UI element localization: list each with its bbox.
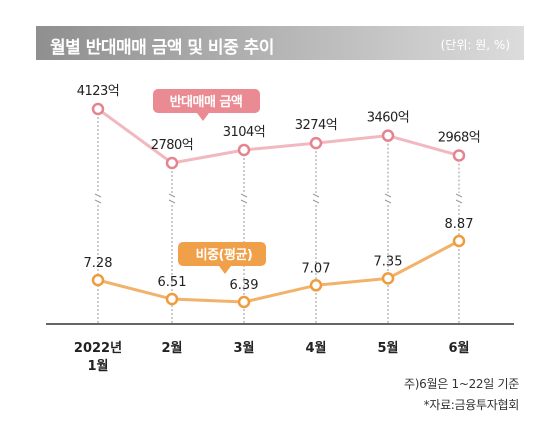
ratio-data-label: 6.39 bbox=[230, 278, 259, 293]
amount-point bbox=[237, 143, 251, 157]
amount-point bbox=[165, 156, 179, 170]
series-line-ratio bbox=[97, 239, 460, 304]
ratio-data-label: 6.51 bbox=[158, 275, 187, 290]
series-line-amount bbox=[97, 107, 460, 165]
amount-point bbox=[381, 129, 395, 142]
amount-point bbox=[452, 149, 466, 162]
source-note: *자료:금융투자협회 bbox=[423, 398, 520, 412]
axis-break-mark bbox=[312, 193, 320, 204]
amount-point bbox=[309, 136, 323, 150]
amount-data-label: 3460억 bbox=[367, 111, 410, 126]
chart-title: 월별 반대매매 금액 및 비중 추이 bbox=[50, 38, 274, 58]
x-tick-label: 2월 bbox=[161, 340, 182, 356]
ratio-point bbox=[237, 295, 251, 309]
amount-series-callout bbox=[153, 89, 260, 121]
ratio-point bbox=[381, 272, 395, 285]
ratio-series-name: 비중(평균) bbox=[196, 247, 253, 263]
x-tick-label: 1월 bbox=[87, 358, 108, 374]
amount-data-label: 4123억 bbox=[77, 84, 120, 99]
amount-series-name: 반대매매 금액 bbox=[170, 94, 243, 110]
title-bar: 월별 반대매매 금액 및 비중 추이 (단위: 원, %) bbox=[36, 26, 524, 60]
x-tick-label: 2022년 bbox=[74, 341, 122, 356]
ratio-data-label: 7.07 bbox=[302, 261, 331, 276]
ratio-point bbox=[91, 273, 105, 287]
axis-break-mark bbox=[168, 193, 176, 204]
x-tick-label: 3월 bbox=[233, 340, 254, 356]
ratio-point bbox=[165, 292, 179, 306]
period-note: 주)6월은 1~22일 기준 bbox=[404, 377, 519, 391]
x-tick-label: 4월 bbox=[305, 340, 326, 356]
ratio-data-label: 7.28 bbox=[84, 256, 113, 271]
amount-data-label: 3274억 bbox=[295, 118, 338, 133]
axis-break-mark bbox=[240, 193, 248, 204]
ratio-data-label: 7.35 bbox=[374, 254, 403, 269]
x-tick-label: 6월 bbox=[448, 340, 469, 356]
ratio-series-callout bbox=[178, 242, 266, 274]
axis-break-mark bbox=[455, 193, 463, 204]
amount-data-label: 3104억 bbox=[223, 125, 266, 140]
amount-point bbox=[91, 102, 105, 116]
amount-data-label: 2968억 bbox=[438, 130, 481, 145]
ratio-data-label: 8.87 bbox=[445, 217, 474, 232]
ratio-point bbox=[452, 234, 466, 248]
unit-label: (단위: 원, %) bbox=[440, 38, 510, 52]
amount-data-label: 2780억 bbox=[151, 138, 194, 153]
axis-break-mark bbox=[384, 193, 392, 204]
x-tick-label: 5월 bbox=[377, 340, 398, 356]
axis-break-mark bbox=[94, 193, 102, 204]
ratio-point bbox=[309, 279, 323, 292]
